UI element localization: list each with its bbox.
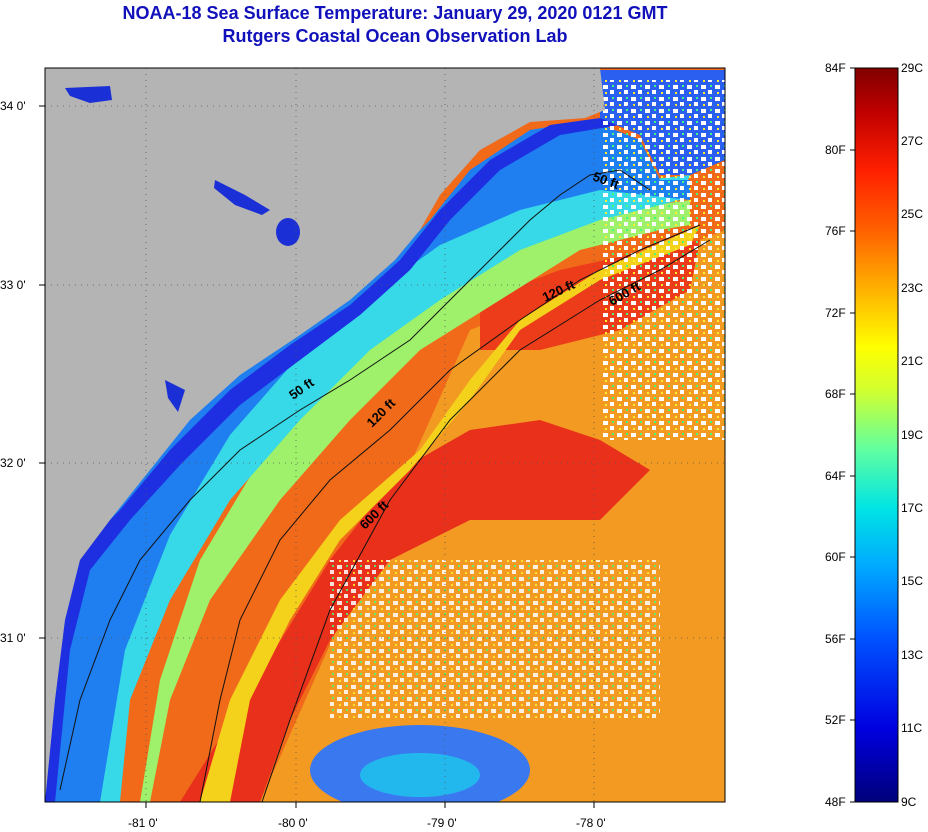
land-area <box>45 68 605 802</box>
inner-shelf-cyan <box>100 175 690 802</box>
colorbar-c-label: 27C <box>901 134 924 148</box>
colorbar-ticks <box>850 67 855 803</box>
isobath-600ft <box>261 239 711 802</box>
colorbar-c-label: 21C <box>901 354 924 368</box>
lat-label-33: 33 0' <box>0 278 26 292</box>
isobath-50ft <box>59 169 651 791</box>
map-border <box>44 67 726 803</box>
gulf-stream-core <box>180 420 650 802</box>
colorbar-c-label: 23C <box>901 281 924 295</box>
colorbar-c-label: 13C <box>901 648 924 662</box>
map-image <box>45 68 725 802</box>
lat-label-34: 34 0' <box>0 99 26 113</box>
colorbar-f-label: 84F <box>825 61 846 75</box>
cloud-mask-northeast <box>600 80 725 440</box>
colorbar-c-label: 15C <box>901 574 924 588</box>
colorbar-c-label: 9C <box>901 795 917 809</box>
colorbar-f-label: 68F <box>825 387 846 401</box>
colorbar-f-label: 80F <box>825 143 846 157</box>
lon-label-81: -81 0' <box>128 816 158 830</box>
colorbar-f-label: 52F <box>825 713 846 727</box>
colorbar-c-label: 19C <box>901 428 924 442</box>
lon-label-80: -80 0' <box>278 816 308 830</box>
lake-1 <box>65 86 112 103</box>
river-1 <box>165 380 185 412</box>
lon-label-79: -79 0' <box>427 816 457 830</box>
mid-shelf-band <box>140 200 690 802</box>
map-subtitle: Rutgers Coastal Ocean Observation Lab <box>222 26 568 46</box>
lat-label-31: 31 0' <box>0 631 26 645</box>
colorbar-f-label: 64F <box>825 469 846 483</box>
colorbar-f-label: 72F <box>825 306 846 320</box>
lake-2 <box>214 180 270 215</box>
grid-lines <box>45 68 725 802</box>
cold-eddy-core <box>360 753 480 797</box>
lake-marion <box>276 218 300 246</box>
colorbar-f-label: 56F <box>825 632 846 646</box>
map-title: NOAA-18 Sea Surface Temperature: January… <box>122 3 668 23</box>
colorbar-c-label: 29C <box>901 61 924 75</box>
colorbar-c-label: 11C <box>901 721 923 735</box>
colorbar <box>854 67 899 803</box>
colorbar-c-label: 25C <box>901 207 924 221</box>
isobath-120ft <box>199 224 701 802</box>
cloud-mask-south <box>330 560 660 720</box>
lon-label-78: -78 0' <box>576 816 606 830</box>
colorbar-f-label: 60F <box>825 550 846 564</box>
axis-ticks <box>39 105 595 808</box>
colorbar-c-label: 17C <box>901 501 924 515</box>
colorbar-f-label: 76F <box>825 224 846 238</box>
colorbar-f-label: 48F <box>825 795 846 809</box>
lat-label-32: 32 0' <box>0 456 26 470</box>
